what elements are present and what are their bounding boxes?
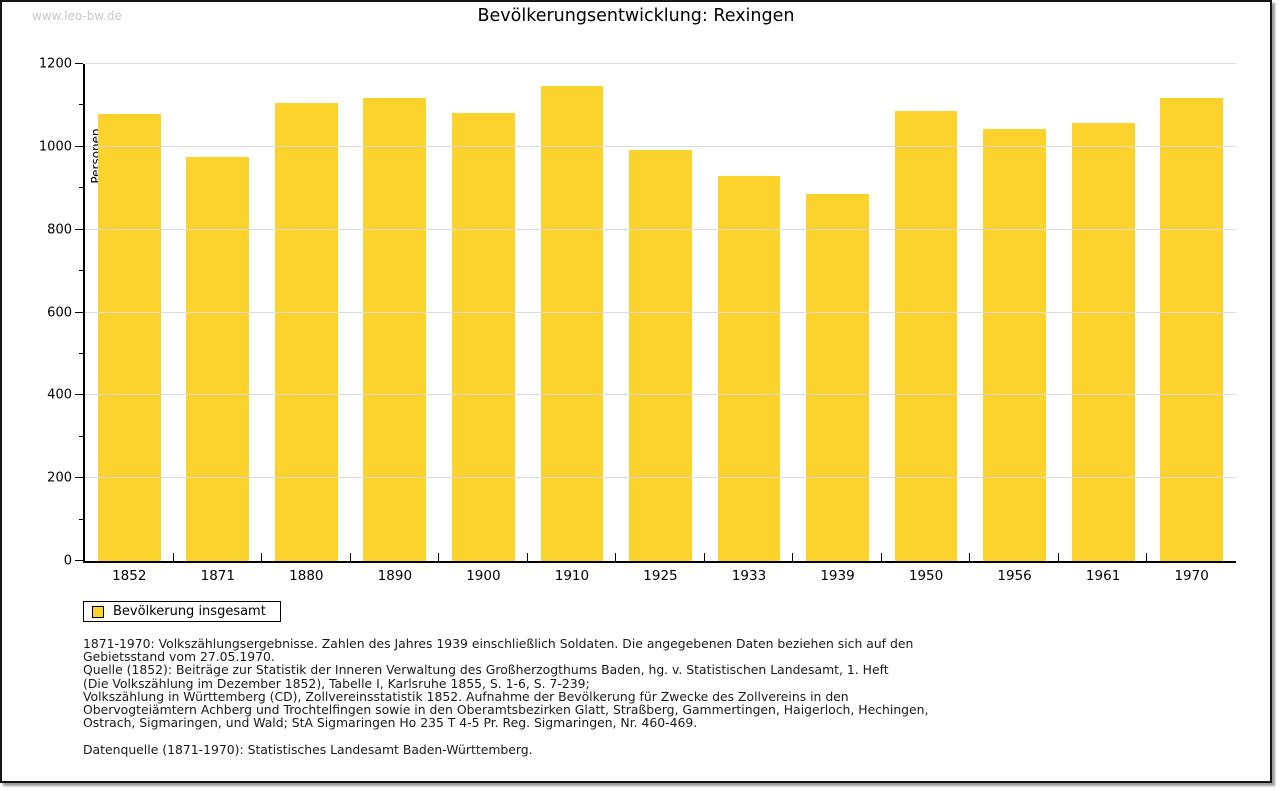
bar-slot — [970, 64, 1059, 561]
chart-title: Bevölkerungsentwicklung: Rexingen — [477, 6, 795, 26]
y-axis-tick — [79, 435, 83, 437]
watermark: www.leo-bw.de — [32, 9, 122, 23]
bar-1961 — [1071, 123, 1135, 561]
gridline — [85, 228, 1236, 230]
legend-label: Bevölkerung insgesamt — [113, 604, 266, 619]
x-axis-tick — [1057, 553, 1059, 561]
gridline — [85, 63, 1236, 64]
bar-slot — [1147, 64, 1236, 561]
y-axis-tick-label: 600 — [47, 305, 72, 320]
bar-1950 — [894, 111, 958, 561]
x-axis-tick-label: 1890 — [377, 568, 413, 584]
x-axis-tick — [615, 553, 617, 561]
y-axis-tick — [75, 228, 83, 230]
y-axis-tick-label: 1000 — [38, 139, 72, 155]
x-axis-tick — [349, 553, 351, 561]
bar-slot — [793, 64, 882, 561]
x-axis-tick-label: 1939 — [820, 568, 855, 584]
footer-line: Obervogteiämtern Achberg und Trochtelfin… — [83, 702, 929, 718]
bar-1852 — [97, 113, 161, 561]
x-axis-tick-label: 1880 — [289, 568, 324, 584]
y-axis-tick-label: 800 — [47, 222, 72, 238]
y-axis-tick-label: 200 — [47, 470, 72, 486]
footer-line: (Die Volkszählung im Dezember 1852), Tab… — [83, 675, 590, 691]
bar-slot — [262, 64, 351, 561]
footer-line: Quelle (1852): Beiträge zur Statistik de… — [83, 662, 889, 678]
x-axis-tick — [703, 553, 705, 561]
bar-1880 — [274, 102, 338, 561]
x-axis-tick — [438, 553, 440, 561]
bar-1890 — [363, 98, 427, 561]
legend-swatch-icon — [92, 605, 104, 618]
x-axis-tick-label: 1950 — [908, 568, 944, 584]
y-axis-tick — [75, 560, 83, 561]
x-axis-tick-label: 1900 — [466, 568, 501, 584]
x-axis-tick — [880, 553, 882, 561]
footer-line: Ostrach, Sigmaringen, und Wald; StA Sigm… — [83, 715, 698, 731]
x-axis-tick — [969, 553, 971, 561]
bar-1910 — [540, 85, 604, 561]
y-axis-tick-label: 0 — [63, 553, 72, 569]
bar-slot — [705, 64, 794, 561]
x-axis-tick-label: 1970 — [1174, 568, 1209, 584]
footer-notes: 1871-1970: Volkszählungsergebnisse. Zahl… — [83, 636, 1210, 731]
y-axis-tick — [75, 394, 83, 396]
bar-slot — [528, 64, 617, 561]
y-axis-tick — [75, 477, 83, 479]
x-axis-tick-label: 1956 — [997, 568, 1032, 584]
y-axis-tick — [79, 270, 83, 272]
x-axis-tick-label: 1933 — [731, 568, 767, 584]
x-axis-tick-label: 1871 — [200, 568, 235, 584]
x-axis-labels: 1852 1871 1880 1890 1900 1910 1925 1933 1939 1950… — [85, 568, 1236, 584]
x-axis-tick-label: 1925 — [643, 568, 678, 584]
bar-slot — [351, 64, 440, 561]
bar-1900 — [451, 113, 515, 561]
y-axis-tick — [79, 187, 83, 189]
footer-line: Gebietsstand vom 27.05.1970. — [83, 649, 275, 665]
y-axis-tick-label: 400 — [47, 387, 72, 403]
bar-1871 — [186, 157, 250, 561]
bar-slot — [85, 64, 174, 561]
y-axis-tick — [79, 104, 83, 106]
x-axis-tick-label: 1910 — [554, 568, 590, 584]
y-axis-tick — [75, 145, 83, 147]
gridline — [85, 311, 1236, 313]
bar-slot — [882, 64, 971, 561]
bar-1939 — [806, 194, 869, 561]
x-axis-tick-label: 1852 — [112, 568, 147, 584]
bar-slot — [439, 64, 528, 561]
bar-slot — [174, 64, 263, 561]
bar-1933 — [717, 175, 781, 561]
bar-1970 — [1160, 97, 1224, 561]
datasource-note: Datenquelle (1871-1970): Statistisches L… — [83, 742, 533, 757]
x-axis-tick — [172, 553, 174, 561]
bars-container — [85, 64, 1236, 561]
x-axis-tick — [792, 553, 794, 561]
bar-slot — [1059, 64, 1148, 561]
x-axis-tick — [1146, 553, 1148, 561]
gridline — [85, 477, 1236, 479]
y-axis-tick — [79, 518, 83, 520]
y-axis-tick-label: 1200 — [38, 56, 72, 72]
bar-slot — [616, 64, 705, 561]
x-axis-tick — [526, 553, 528, 561]
y-axis-tick — [75, 63, 83, 64]
gridline — [85, 145, 1236, 147]
y-axis-tick — [79, 352, 83, 354]
footer-line: Volkszählung in Württemberg (CD), Zollve… — [83, 688, 849, 704]
x-axis-tick — [261, 553, 263, 561]
bar-1956 — [983, 129, 1046, 561]
footer-line: 1871-1970: Volkszählungsergebnisse. Zahl… — [83, 636, 914, 651]
x-axis-tick-label: 1961 — [1085, 568, 1121, 584]
legend: Bevölkerung insgesamt — [83, 601, 281, 622]
bar-1925 — [629, 149, 692, 561]
y-axis-tick — [75, 311, 83, 313]
plot-area: Personen 1852 1871 1880 1890 1900 1910 1925 193… — [39, 57, 1236, 584]
gridline — [85, 394, 1236, 396]
